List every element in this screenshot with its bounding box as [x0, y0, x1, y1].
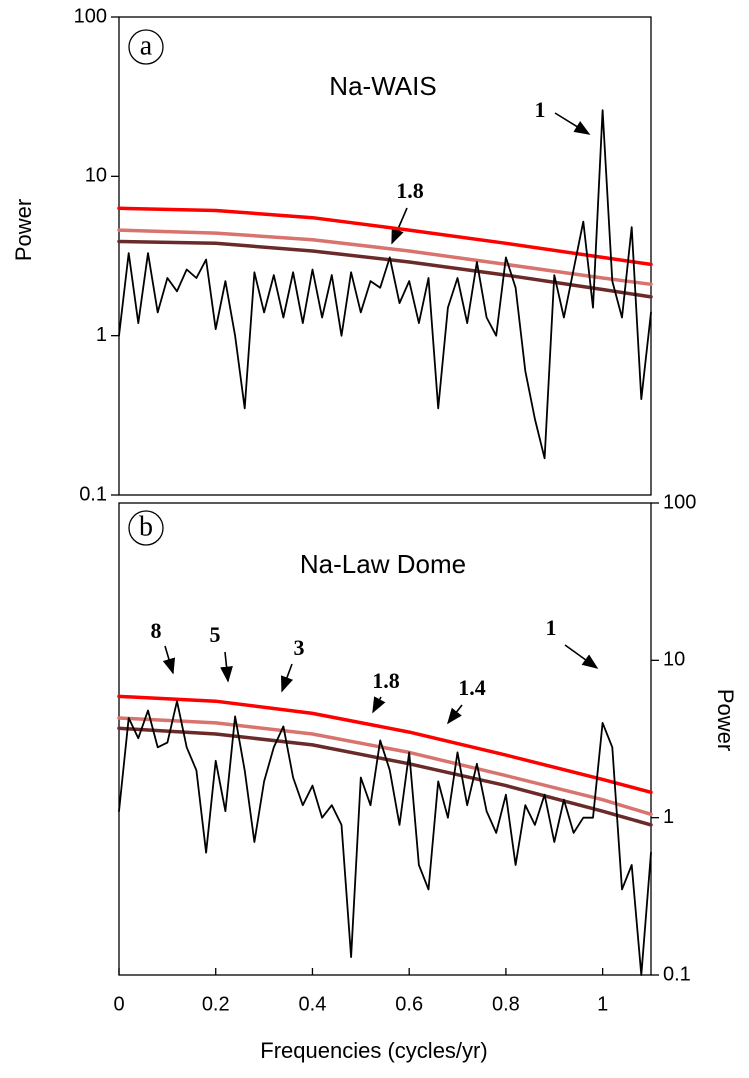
- panel-label-circle: [128, 29, 164, 65]
- y-tick-label: 100: [74, 5, 107, 27]
- annotation-arrow: [220, 651, 233, 683]
- threshold-line: [117, 206, 653, 267]
- panel-label: a: [140, 30, 153, 61]
- threshold-line: [117, 726, 653, 827]
- x-tick-label: 0.6: [395, 993, 423, 1015]
- threshold-line: [117, 694, 653, 795]
- panel-label: b: [139, 511, 153, 542]
- plot-frame: [118, 16, 652, 496]
- y-tick-label: 1: [96, 324, 107, 346]
- spectrum-line: [118, 109, 652, 460]
- y-tick-label: 10: [85, 165, 107, 187]
- annotation-arrow: [447, 704, 463, 725]
- x-tick-label: 0: [113, 993, 124, 1015]
- annotation-arrow: [391, 207, 408, 245]
- panel-label-circle: [128, 510, 164, 546]
- y-axis-label: Power: [11, 199, 36, 261]
- annotation: 3: [294, 635, 305, 660]
- y-tick-label: 0.1: [663, 963, 691, 985]
- y-tick-label: 10: [663, 649, 685, 671]
- annotation: 8: [151, 618, 162, 643]
- annotation-arrow: [162, 645, 176, 675]
- y-axis-label: Power: [713, 689, 738, 751]
- y-tick-label: 1: [663, 806, 674, 828]
- panel-title: Na-Law Dome: [300, 549, 466, 579]
- plot-frame: [118, 502, 652, 976]
- x-tick-label: 0.2: [202, 993, 230, 1015]
- annotation: 5: [210, 622, 221, 647]
- x-tick-label: 0.4: [299, 993, 327, 1015]
- threshold-line: [117, 228, 653, 287]
- annotation-arrow: [564, 644, 599, 669]
- threshold-line: [117, 239, 653, 299]
- annotation-arrow: [554, 112, 591, 135]
- annotation: 1.8: [372, 668, 400, 693]
- annotation-arrow: [372, 696, 386, 714]
- y-tick-label: 0.1: [79, 483, 107, 505]
- annotation: 1: [546, 615, 557, 640]
- annotation: 1: [535, 97, 546, 122]
- x-axis-label: Frequencies (cycles/yr): [260, 1038, 487, 1063]
- spectrum-line: [118, 700, 652, 976]
- panel-title: Na-WAIS: [329, 71, 436, 101]
- annotation-arrow: [280, 663, 294, 693]
- y-tick-label: 100: [663, 491, 696, 513]
- x-tick-label: 1: [597, 993, 608, 1015]
- x-tick-label: 0.8: [492, 993, 520, 1015]
- annotation: 1.8: [396, 178, 424, 203]
- annotation: 1.4: [458, 675, 486, 700]
